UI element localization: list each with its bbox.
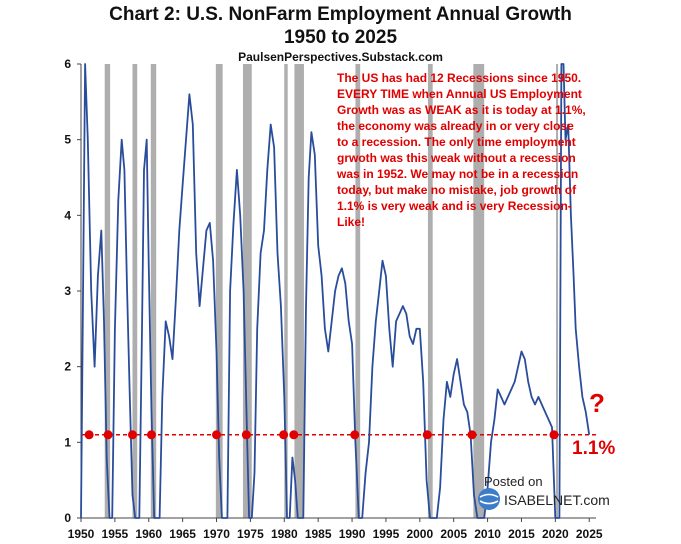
recession-band <box>242 64 252 518</box>
y-tick-label: 5 <box>64 133 71 147</box>
x-tick-label: 1950 <box>68 527 95 541</box>
threshold-marker <box>241 430 251 440</box>
current-level-label: 1.1% <box>572 438 616 459</box>
x-tick-label: 2005 <box>440 527 467 541</box>
recession-band <box>104 64 111 518</box>
threshold-marker <box>467 430 477 440</box>
chart-subtitle: PaulsenPerspectives.Substack.com <box>238 50 443 64</box>
y-tick-label: 6 <box>64 57 71 71</box>
globe-logo-icon <box>478 488 500 510</box>
recession-band <box>427 64 433 518</box>
x-tick-label: 1965 <box>169 527 196 541</box>
threshold-marker <box>350 430 360 440</box>
x-tick-label: 1995 <box>373 527 400 541</box>
threshold-marker <box>422 430 432 440</box>
x-tick-label: 2020 <box>542 527 569 541</box>
threshold-marker <box>103 430 113 440</box>
x-tick-label: 2025 <box>576 527 603 541</box>
watermark-posted: Posted on <box>484 474 543 489</box>
chart-title-line1: Chart 2: U.S. NonFarm Employment Annual … <box>109 4 572 25</box>
y-tick-label: 1 <box>64 435 71 449</box>
x-tick-label: 1960 <box>135 527 162 541</box>
x-tick-label: 1955 <box>102 527 129 541</box>
recession-band <box>556 64 559 518</box>
recession-band <box>150 64 157 518</box>
threshold-marker <box>128 430 137 440</box>
annotation-text: The US has had 12 Recessions since 1950.… <box>337 71 586 229</box>
chart-title-line2: 1950 to 2025 <box>283 27 398 48</box>
threshold-marker <box>212 430 222 440</box>
x-tick-label: 1985 <box>305 527 332 541</box>
x-tick-label: 1970 <box>203 527 230 541</box>
x-tick-label: 1980 <box>271 527 298 541</box>
series-line <box>80 63 591 519</box>
y-tick-label: 4 <box>64 208 71 222</box>
threshold-markers <box>84 430 559 440</box>
x-tick-label: 1975 <box>237 527 264 541</box>
threshold-marker <box>549 430 559 440</box>
watermark-brand: ISABELNET.com <box>504 492 610 508</box>
recession-band <box>215 64 223 518</box>
threshold-marker <box>289 430 299 440</box>
y-tick-label: 3 <box>64 284 71 298</box>
question-mark: ? <box>589 388 605 418</box>
recession-band <box>132 64 138 518</box>
x-tick-label: 2015 <box>508 527 535 541</box>
recession-band <box>294 64 304 518</box>
threshold-marker <box>146 430 156 440</box>
recession-band <box>355 64 361 518</box>
recession-band <box>284 64 288 518</box>
recession-bands <box>104 64 559 518</box>
y-tick-label: 2 <box>64 360 71 374</box>
x-axis-ticks: 1950 1955 1960 1965 1970 1975 1980 1985 1990 1995… <box>68 518 603 541</box>
x-tick-label: 2000 <box>406 527 433 541</box>
recession-band <box>473 64 485 518</box>
y-tick-label: 0 <box>64 511 71 525</box>
y-axis-ticks: 0 1 2 3 4 5 6 <box>64 57 81 525</box>
threshold-marker <box>279 430 289 440</box>
x-tick-label: 1990 <box>339 527 366 541</box>
x-tick-label: 2010 <box>474 527 501 541</box>
threshold-marker <box>84 430 94 440</box>
